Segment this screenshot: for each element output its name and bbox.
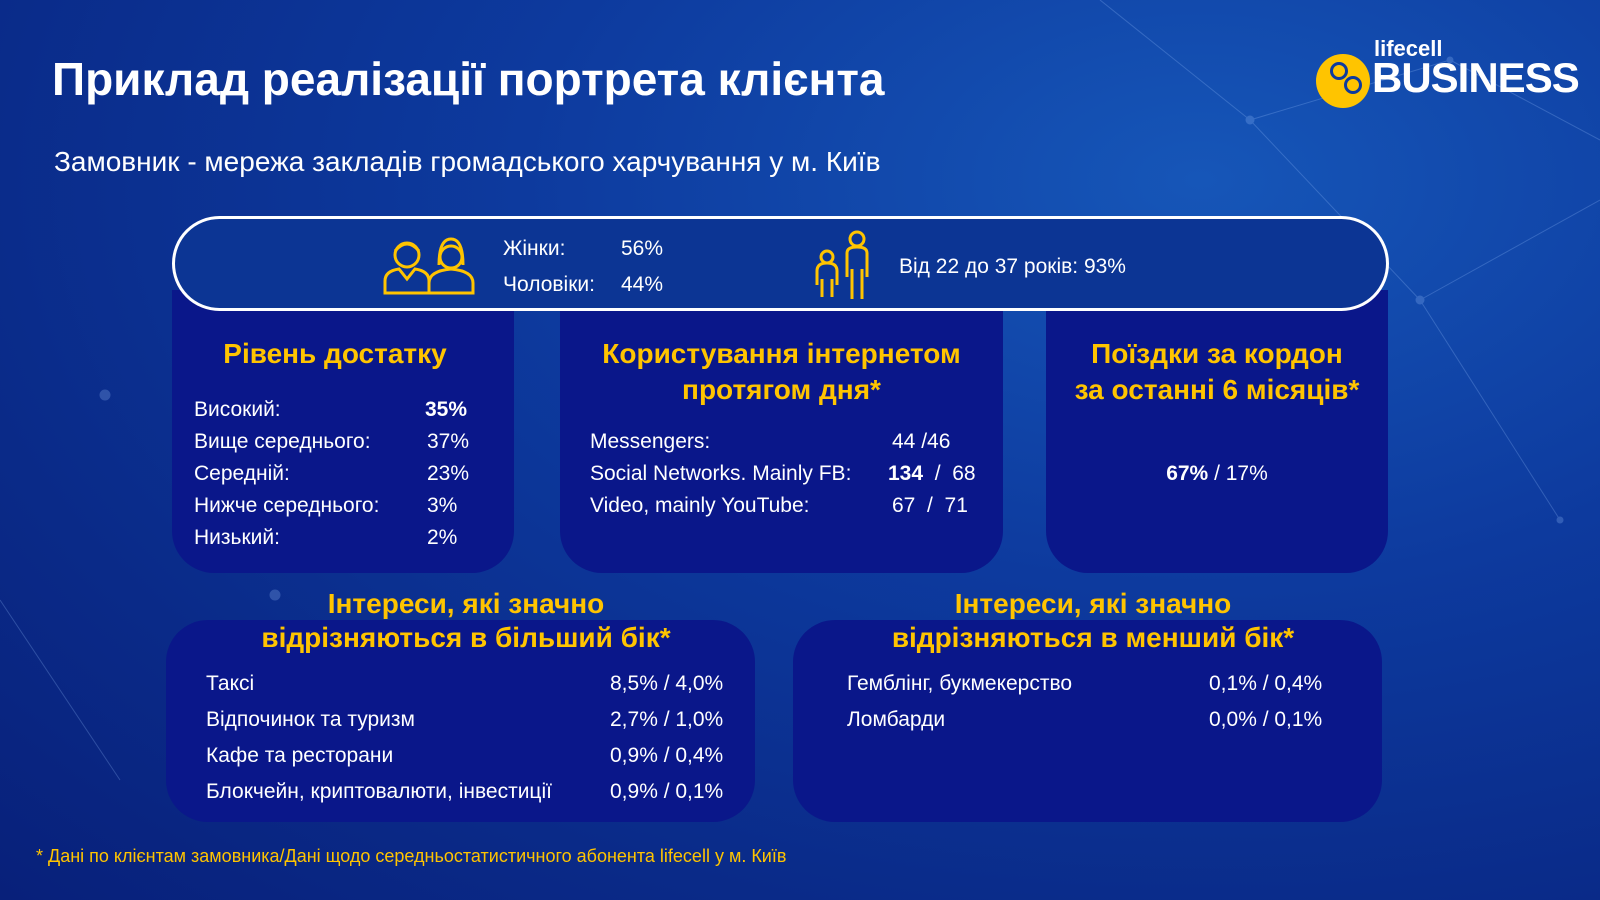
interest-value: 0,0% / 0,1% [1209,708,1323,731]
income-value: 35% [425,398,468,421]
page-title: Приклад реалізації портрета клієнта [52,53,885,105]
internet-card: Користування інтернетом протягом дня* Me… [560,290,1003,573]
men-label: Чоловіки: [503,273,595,296]
internet-value: 67 [892,494,916,517]
interests-higher-heading: Інтереси, які значно [327,588,605,619]
interests-lower-card: Гемблінг, букмекерство 0,1% / 0,4% Ломбар… [793,620,1382,822]
lifecell-logo-icon [1316,54,1370,108]
travel-heading: Поїздки за кордон [1091,338,1343,369]
internet-value: 134 [888,462,924,485]
internet-value: 44 [892,430,916,453]
internet-label: Social Networks. Mainly FB: [590,462,852,485]
income-value: 3% [427,494,458,517]
interests-higher-heading: відрізняються в більший бік* [261,622,671,653]
travel-heading: за останні 6 місяців* [1074,374,1360,405]
interest-label: Таксі [206,672,255,695]
income-label: Низький: [194,526,280,549]
internet-heading: протягом дня* [682,374,881,405]
income-label: Вище середнього: [194,430,371,453]
interest-value: 0,9% / 0,4% [610,744,724,767]
interest-value: 0,9% / 0,1% [610,780,724,803]
internet-heading: Користування інтернетом [602,338,961,369]
income-card: Рівень достатку Високий: 35% Вище середнь… [172,290,514,573]
internet-avg: /46 [915,430,951,453]
travel-value: 67% [1166,462,1209,485]
women-label: Жінки: [503,237,566,260]
internet-avg: / 68 [923,462,976,485]
logo-bottom-text: BUSINESS [1372,54,1580,101]
income-value: 23% [427,462,470,485]
interests-higher-card: Таксі 8,5% / 4,0% Відпочинок та туризм 2,7… [166,620,755,822]
internet-avg: / 71 [915,494,968,517]
interest-label: Блокчейн, криптовалюти, інвестиції [206,780,552,803]
couple-icon [383,237,475,295]
income-label: Нижче середнього: [194,494,380,517]
interest-label: Ломбарди [847,708,946,731]
page-subtitle: Замовник - мережа закладів громадського … [54,146,881,177]
interest-value: 2,7% / 1,0% [610,708,724,731]
lifecell-business-logo: lifecell BUSINESS [1314,36,1580,112]
interest-label: Гемблінг, букмекерство [847,672,1073,695]
interest-value: 8,5% / 4,0% [610,672,724,695]
travel-card: Поїздки за кордон за останні 6 місяців* … [1046,290,1388,573]
interest-label: Кафе та ресторани [206,744,394,767]
demographics-banner: Жінки: 56% Чоловіки: 44% Від 22 до 37 ро… [172,216,1389,311]
income-heading: Рівень достатку [223,338,447,369]
interests-lower-heading: відрізняються в менший бік* [891,622,1295,653]
travel-avg: / 17% [1208,462,1268,485]
age-text: Від 22 до 37 років: 93% [899,255,1126,278]
men-value: 44% [621,273,664,296]
women-value: 56% [621,237,664,260]
income-value: 37% [427,430,470,453]
family-icon [815,230,869,299]
interest-value: 0,1% / 0,4% [1209,672,1323,695]
income-label: Середній: [194,462,290,485]
internet-label: Messengers: [590,430,711,453]
footnote: * Дані по клієнтам замовника/Дані щодо с… [36,846,787,866]
income-value: 2% [427,526,458,549]
interest-label: Відпочинок та туризм [206,708,415,731]
logo-top-text: lifecell [1374,36,1443,61]
income-label: Високий: [194,398,281,421]
interests-lower-heading: Інтереси, які значно [954,588,1232,619]
internet-label: Video, mainly YouTube: [590,494,810,517]
